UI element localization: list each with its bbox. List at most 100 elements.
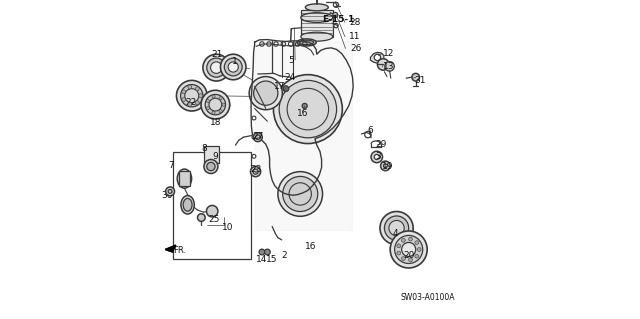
Circle shape (408, 258, 412, 262)
Ellipse shape (181, 196, 195, 214)
Circle shape (390, 231, 427, 268)
Circle shape (283, 86, 289, 92)
Circle shape (222, 103, 225, 106)
Circle shape (371, 151, 383, 163)
Circle shape (249, 77, 282, 110)
Circle shape (182, 98, 186, 101)
Text: 10: 10 (221, 223, 233, 232)
Circle shape (253, 81, 278, 105)
Circle shape (180, 85, 203, 107)
Text: FR.: FR. (173, 246, 186, 255)
Circle shape (374, 54, 381, 61)
Circle shape (333, 12, 338, 18)
Circle shape (224, 58, 242, 76)
Circle shape (412, 73, 420, 81)
Circle shape (253, 133, 262, 142)
Text: 31: 31 (414, 76, 426, 85)
Text: 16: 16 (297, 109, 308, 118)
Circle shape (302, 103, 307, 108)
Ellipse shape (301, 13, 333, 22)
Circle shape (228, 62, 238, 72)
Circle shape (212, 95, 215, 98)
Circle shape (203, 54, 230, 81)
Polygon shape (165, 245, 176, 252)
Circle shape (207, 205, 218, 217)
Text: 17: 17 (275, 82, 286, 91)
Bar (301, 10, 333, 37)
Text: 15: 15 (266, 255, 277, 263)
Circle shape (283, 176, 318, 211)
Circle shape (185, 89, 199, 103)
Polygon shape (371, 52, 384, 63)
Text: 11: 11 (349, 32, 360, 41)
Text: 5: 5 (288, 56, 294, 65)
Circle shape (188, 102, 192, 106)
Circle shape (166, 187, 175, 196)
Ellipse shape (177, 169, 191, 188)
Circle shape (177, 80, 207, 111)
Circle shape (207, 162, 215, 171)
Circle shape (182, 90, 186, 94)
Circle shape (199, 94, 203, 98)
Circle shape (250, 167, 260, 177)
Bar (173, 152, 252, 259)
Text: 4: 4 (392, 229, 398, 238)
Circle shape (219, 97, 222, 100)
Text: 25: 25 (209, 215, 220, 224)
Text: 3: 3 (375, 152, 381, 161)
Ellipse shape (183, 198, 192, 211)
Text: 26: 26 (350, 44, 362, 53)
Circle shape (417, 248, 421, 251)
Text: 21: 21 (212, 50, 223, 59)
Circle shape (206, 100, 209, 103)
Circle shape (209, 98, 221, 111)
Ellipse shape (297, 39, 316, 46)
Circle shape (198, 214, 205, 221)
Circle shape (385, 62, 394, 71)
Text: 24: 24 (284, 73, 295, 82)
Circle shape (259, 249, 265, 255)
Circle shape (402, 242, 416, 256)
Circle shape (381, 161, 390, 171)
Text: 7: 7 (168, 161, 174, 170)
Circle shape (212, 111, 215, 114)
Text: 6: 6 (367, 126, 373, 135)
Text: 13: 13 (383, 63, 395, 71)
Circle shape (395, 235, 422, 263)
Circle shape (374, 154, 380, 160)
Text: 8: 8 (202, 144, 207, 153)
Circle shape (205, 94, 225, 115)
Text: 20: 20 (403, 251, 414, 260)
Circle shape (279, 80, 337, 138)
Circle shape (380, 211, 413, 245)
Polygon shape (255, 41, 352, 230)
Text: 28: 28 (349, 18, 361, 27)
Circle shape (207, 58, 226, 77)
Circle shape (397, 244, 401, 248)
Text: 29: 29 (375, 140, 387, 149)
Ellipse shape (305, 4, 328, 11)
Text: 16: 16 (305, 242, 317, 251)
Circle shape (401, 238, 405, 242)
Text: 30: 30 (162, 191, 173, 200)
Bar (204, 146, 219, 163)
Circle shape (195, 101, 199, 105)
Text: SW03-A0100A: SW03-A0100A (401, 293, 455, 302)
Bar (179, 171, 190, 186)
Circle shape (211, 62, 222, 73)
Circle shape (383, 164, 387, 168)
Polygon shape (165, 246, 174, 252)
Circle shape (188, 85, 192, 89)
Text: 9: 9 (212, 152, 218, 161)
Circle shape (220, 54, 246, 80)
Text: 27: 27 (252, 132, 264, 141)
Circle shape (385, 216, 409, 240)
Circle shape (389, 220, 404, 236)
Circle shape (264, 249, 270, 255)
Ellipse shape (180, 172, 189, 185)
Circle shape (415, 241, 419, 245)
Circle shape (278, 172, 323, 216)
Text: 2: 2 (282, 251, 287, 260)
Text: E-15-1: E-15-1 (323, 15, 355, 24)
Circle shape (219, 109, 222, 113)
